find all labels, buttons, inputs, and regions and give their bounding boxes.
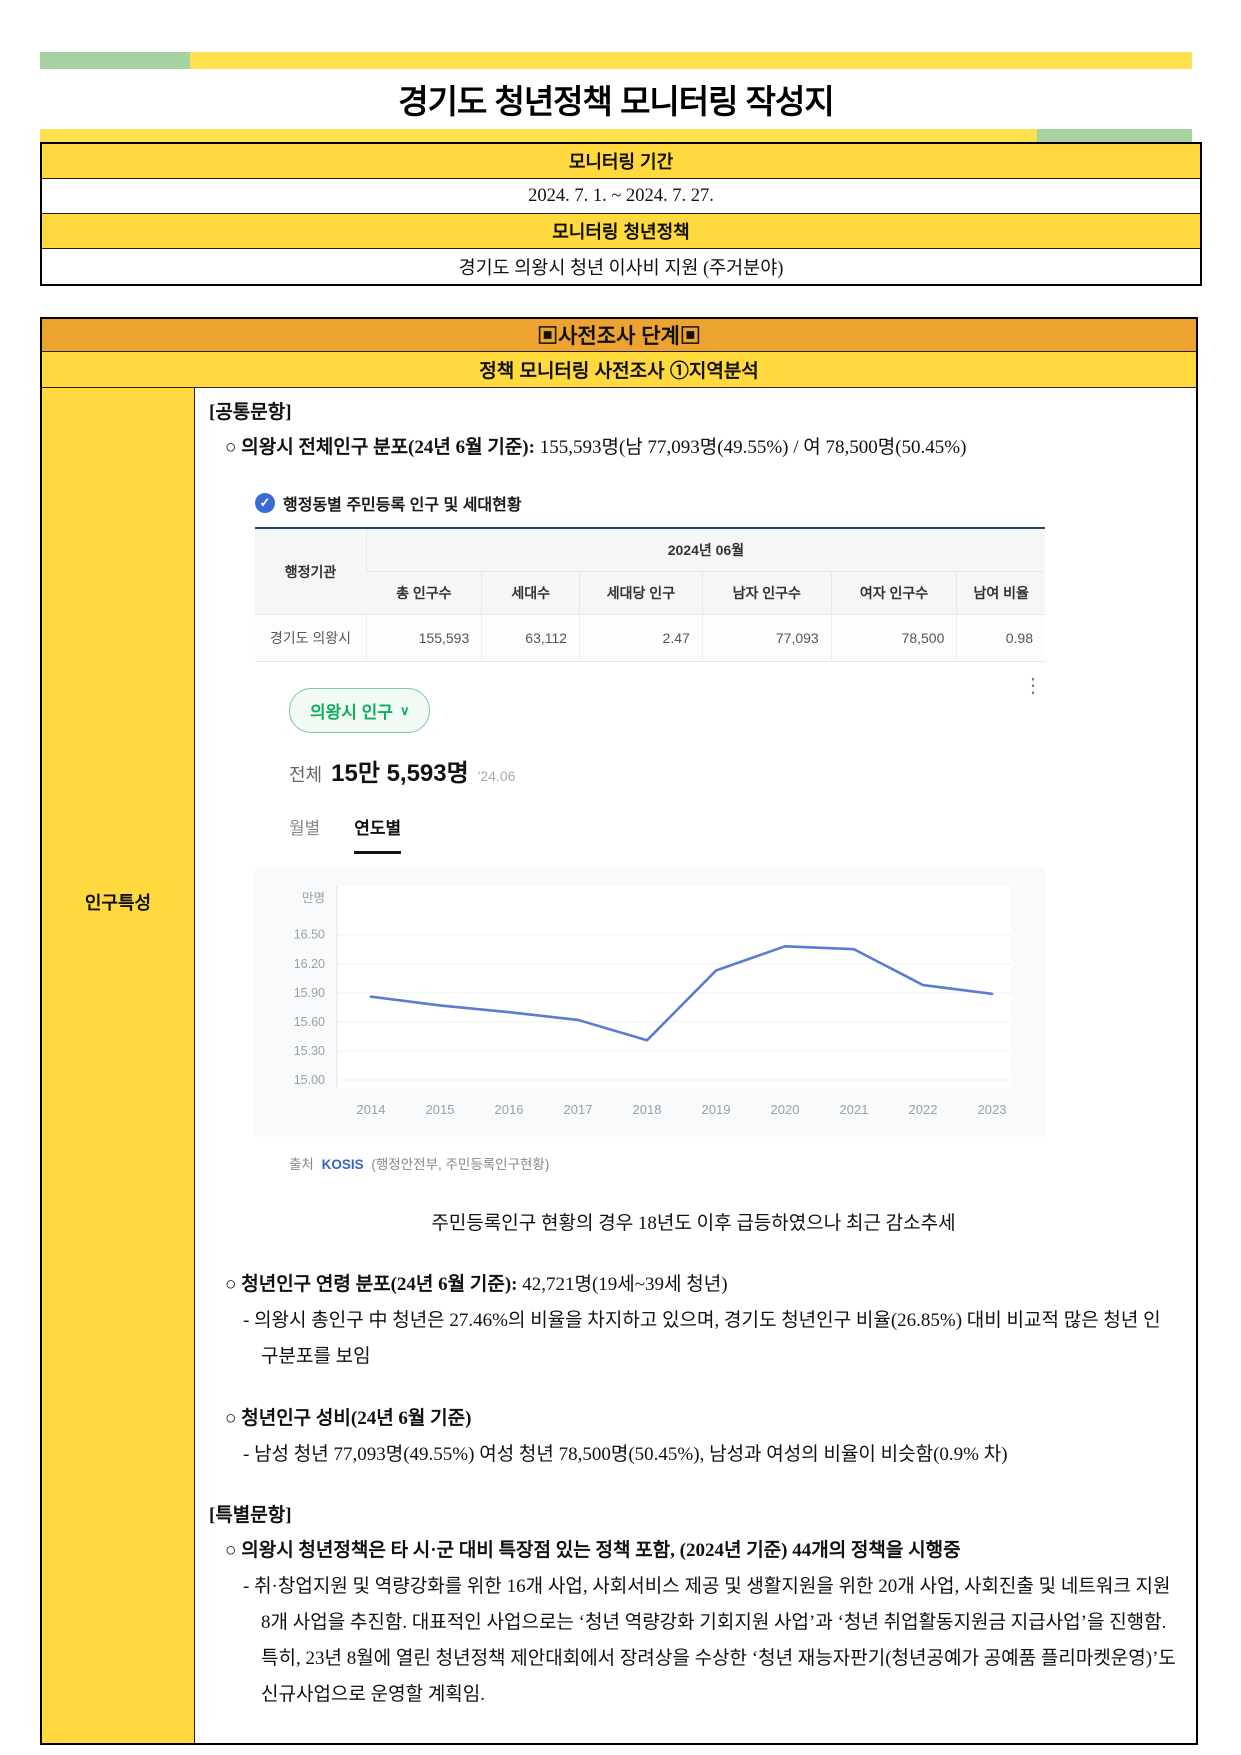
youth-sex-ratio-line: ○ 청년인구 성비(24년 6월 기준) [209,1401,1178,1436]
youth-age-value: 42,721명(19세~39세 청년) [522,1274,728,1295]
org-column-header: 행정기관 [255,528,367,615]
yellow-bar-segment [40,129,1037,146]
total-population-summary: 전체 15만 5,593명 '24.06 [289,753,1045,788]
svg-text:2015: 2015 [426,1102,455,1117]
decorative-bar-top [40,52,1192,69]
cell-pop-per-household: 2.47 [579,614,703,662]
kosis-table-title: ✓ 행정동별 주민등록 인구 및 세대현황 [255,491,1045,515]
svg-text:2017: 2017 [564,1102,593,1117]
source-line: 출처 KOSIS (행정안전부, 주민등록인구현황) [289,1153,1045,1173]
pre-survey-table: ▣사전조사 단계▣ 정책 모니터링 사전조사 ①지역분석 인구특성 [공통문항]… [40,317,1198,1745]
chevron-down-icon: ∨ [399,702,410,718]
monitoring-period-value: 2024. 7. 1. ~ 2024. 7. 27. [42,179,1200,214]
stage-title: ▣사전조사 단계▣ [42,319,1196,352]
total-population-value: 155,593명(남 77,093명(49.55%) / 여 78,500명(5… [539,437,967,458]
monitoring-policy-value: 경기도 의왕시 청년 이사비 지원 (주거분야) [42,249,1200,284]
svg-text:2021: 2021 [840,1102,869,1117]
period-column-header: 2024년 06월 [365,528,1045,572]
green-bar-segment [40,52,190,69]
svg-text:2018: 2018 [633,1102,662,1117]
bullet-icon: ○ [225,437,237,458]
region-population-label: 의왕시 인구 [310,703,393,722]
cell-sex-ratio: 0.98 [956,614,1045,662]
decorative-bar-bottom [40,129,1192,146]
kosis-title-text: 행정동별 주민등록 인구 및 세대현황 [283,497,522,514]
chart-panel: 16.50 16.20 15.90 15.60 15.30 15.00 만명 2014 2015… [255,868,1045,1137]
youth-age-distribution-line: ○ 청년인구 연령 분포(24년 6월 기준): 42,721명(19세~39세… [209,1267,1178,1302]
analysis-cell: [공통문항] ○ 의왕시 전체인구 분포(24년 6월 기준): 155,593… [195,388,1196,1743]
cell-female-pop: 78,500 [830,614,957,662]
policy-detail: - 취·창업지원 및 역량강화를 위한 16개 사업, 사회서비스 제공 및 생… [243,1576,1176,1705]
bullet-icon: ○ [225,1408,237,1429]
youth-sex-ratio-detail: - 남성 청년 77,093명(49.55%) 여성 청년 78,500명(50… [243,1444,1008,1465]
svg-text:2016: 2016 [495,1102,524,1117]
svg-text:2019: 2019 [702,1102,731,1117]
total-date: '24.06 [477,768,516,784]
svg-text:2022: 2022 [909,1102,938,1117]
tab-yearly[interactable]: 연도별 [354,814,402,854]
monitoring-info-table: 모니터링 기간 2024. 7. 1. ~ 2024. 7. 27. 모니터링 … [40,142,1202,286]
policy-count-line: ○ 의왕시 청년정책은 타 시·군 대비 특장점 있는 정책 포함, (2024… [209,1533,1178,1568]
svg-text:2020: 2020 [771,1102,800,1117]
total-population-label: 의왕시 전체인구 분포(24년 6월 기준): [241,437,535,458]
common-questions-header: [공통문항] [209,402,292,423]
check-icon: ✓ [255,493,275,513]
monitoring-policy-header: 모니터링 청년정책 [42,214,1200,249]
bullet-icon: ○ [225,1540,237,1561]
population-line-chart: 16.50 16.20 15.90 15.60 15.30 15.00 만명 2014 2015… [294,886,1011,1117]
trend-remark: 주민등록인구 현황의 경우 18년도 이후 급등하였으나 최근 감소추세 [431,1213,956,1234]
content-row: 인구특성 [공통문항] ○ 의왕시 전체인구 분포(24년 6월 기준): 15… [42,388,1196,1743]
row-label: 인구특성 [84,893,152,914]
more-options-icon[interactable]: ⋮ [1017,674,1049,698]
youth-age-detail: - 의왕시 총인구 中 청년은 27.46%의 비율을 차지하고 있으며, 경기… [243,1310,1161,1367]
kosis-link[interactable]: KOSIS [321,1157,364,1172]
table-row: 경기도 의왕시 155,593 63,112 2.47 77,093 78,50… [255,614,1045,662]
population-widget: ⋮ 의왕시 인구 ∨ 전체 15만 5,593명 '24.06 월별 연도 [255,676,1045,1173]
row-label-cell: 인구특성 [42,388,195,1743]
svg-text:16.20: 16.20 [294,957,325,971]
source-label: 출처 [289,1157,314,1172]
svg-text:만명: 만명 [302,891,325,905]
title-block: 경기도 청년정책 모니터링 작성지 [40,52,1192,146]
region-population-dropdown[interactable]: 의왕시 인구 ∨ [289,688,431,733]
col-total-pop: 총 인구수 [366,571,482,615]
col-sex-ratio: 남여 비율 [956,571,1045,615]
special-questions-header: [특별문항] [209,1505,292,1526]
col-households: 세대수 [481,571,580,615]
tab-monthly[interactable]: 월별 [289,819,321,838]
yellow-bar-segment [190,52,1192,69]
col-pop-per-household: 세대당 인구 [579,571,703,615]
cell-male-pop: 77,093 [701,614,832,662]
svg-text:15.90: 15.90 [294,986,325,1000]
page-title: 경기도 청년정책 모니터링 작성지 [398,83,835,120]
cell-households: 63,112 [481,614,580,662]
bullet-icon: ○ [225,1274,237,1295]
cell-org: 경기도 의왕시 [255,614,367,662]
youth-sex-ratio-label: 청년인구 성비(24년 6월 기준) [241,1408,472,1429]
total-label: 전체 [289,765,323,785]
trend-tabs: 월별 연도별 [289,814,1045,854]
svg-text:15.00: 15.00 [294,1073,325,1087]
col-male-pop: 남자 인구수 [701,571,832,615]
youth-age-label: 청년인구 연령 분포(24년 6월 기준): [241,1274,518,1295]
source-note: (행정안전부, 주민등록인구현황) [371,1157,550,1172]
total-population-line: ○ 의왕시 전체인구 분포(24년 6월 기준): 155,593명(남 77,… [209,430,1178,465]
monitoring-period-header: 모니터링 기간 [42,144,1200,179]
kosis-screenshot: ✓ 행정동별 주민등록 인구 및 세대현황 행정기관 2024년 06월 총 인… [255,491,1045,1173]
policy-count-label: 의왕시 청년정책은 타 시·군 대비 특장점 있는 정책 포함, (2024년 … [241,1540,961,1561]
svg-text:15.30: 15.30 [294,1044,325,1058]
col-female-pop: 여자 인구수 [830,571,957,615]
svg-text:15.60: 15.60 [294,1015,325,1029]
section-title: 정책 모니터링 사전조사 ①지역분석 [42,352,1196,388]
svg-text:16.50: 16.50 [294,928,325,942]
population-household-table: 행정기관 2024년 06월 총 인구수 세대수 세대당 인구 남자 인구수 여… [255,527,1045,662]
cell-total-pop: 155,593 [365,614,482,662]
green-bar-segment [1037,129,1192,146]
svg-text:2014: 2014 [357,1102,386,1117]
svg-text:2023: 2023 [978,1102,1007,1117]
total-value: 15만 5,593명 [331,760,469,787]
